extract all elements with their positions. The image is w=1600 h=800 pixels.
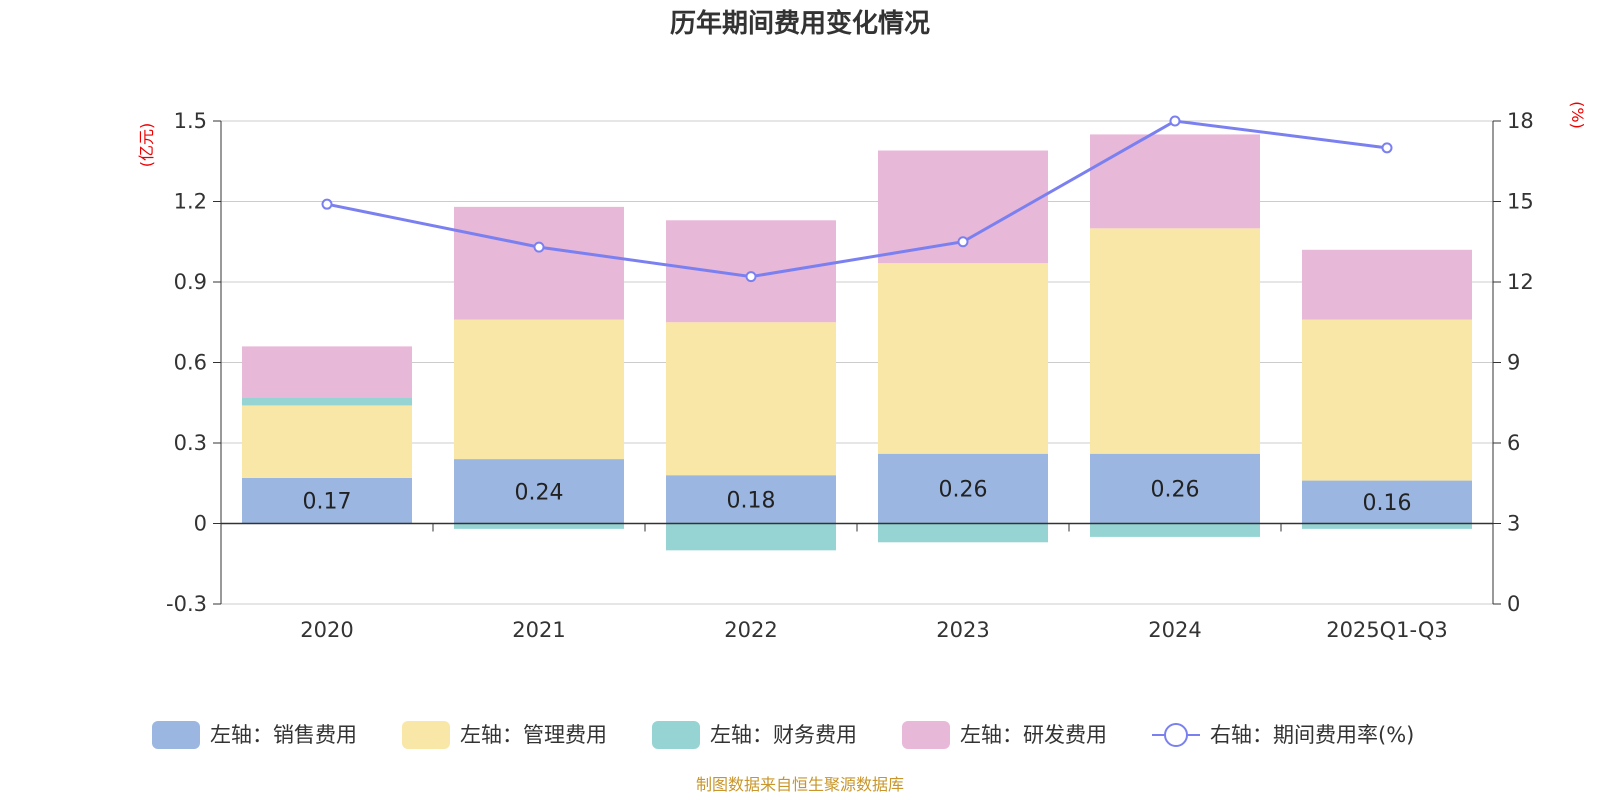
right-axis-tick-label: 12 bbox=[1507, 270, 1534, 294]
rate-point bbox=[1381, 142, 1393, 154]
bar-segment-2 bbox=[666, 322, 836, 476]
bar-segment-4 bbox=[454, 206, 624, 320]
bar-segment-3 bbox=[1302, 523, 1472, 529]
left-axis-tick-label: -0.3 bbox=[166, 592, 207, 616]
left-axis-tick-label: 0.3 bbox=[174, 431, 207, 455]
bar-segment-2 bbox=[1090, 228, 1260, 454]
line-layer bbox=[321, 115, 1393, 283]
right-axis-tick-label: 15 bbox=[1507, 190, 1534, 214]
left-axis-tick-label: 1.2 bbox=[174, 190, 207, 214]
chart-title: 历年期间费用变化情况 bbox=[670, 8, 930, 39]
source-note: 制图数据来自恒生聚源数据库 bbox=[696, 775, 904, 794]
bar-segment-1 bbox=[242, 477, 412, 524]
left-axis-tick-label: 0.9 bbox=[174, 270, 207, 294]
bar-segment-4 bbox=[242, 346, 412, 398]
category-label: 2024 bbox=[1148, 618, 1201, 642]
rate-point bbox=[957, 236, 969, 248]
bars-layer bbox=[242, 134, 1472, 551]
axes-layer: -0.3 0 0.3 0.6 0.9 1.2 1.5 0 3 6 9 12 15 18 2020 2021 20… bbox=[166, 109, 1534, 642]
category-label: 2022 bbox=[724, 618, 777, 642]
bar-segment-3 bbox=[454, 523, 624, 529]
left-axis-tick-label: 0 bbox=[194, 512, 207, 536]
right-axis-tick-label: 3 bbox=[1507, 512, 1520, 536]
right-axis-tick-label: 18 bbox=[1507, 109, 1534, 133]
bar-segment-1 bbox=[454, 459, 624, 524]
legend-swatch-4 bbox=[902, 721, 950, 749]
legend: 左轴：销售费用 左轴：管理费用 左轴：财务费用 左轴：研发费用 右轴：期间费用率(%) bbox=[152, 721, 1414, 749]
right-axis-tick-label: 6 bbox=[1507, 431, 1520, 455]
rate-point bbox=[321, 198, 333, 210]
legend-label-3: 左轴：财务费用 bbox=[710, 723, 857, 747]
bar-segment-1 bbox=[878, 453, 1048, 524]
bar-segment-3 bbox=[666, 523, 836, 551]
bar-segment-2 bbox=[1302, 319, 1472, 481]
legend-label-1: 左轴：销售费用 bbox=[210, 723, 357, 747]
legend-swatch-2 bbox=[402, 721, 450, 749]
bar-segment-3 bbox=[1090, 523, 1260, 537]
bar-segment-1 bbox=[666, 475, 836, 524]
bar-data-label: 0.24 bbox=[515, 480, 564, 505]
left-axis-tick-label: 1.5 bbox=[174, 109, 207, 133]
bar-segment-3 bbox=[242, 397, 412, 406]
category-label: 2021 bbox=[512, 618, 565, 642]
category-label: 2020 bbox=[300, 618, 353, 642]
rate-line bbox=[326, 119, 1388, 279]
bar-segment-1 bbox=[1090, 453, 1260, 524]
bar-segment-2 bbox=[454, 319, 624, 460]
left-axis-unit: (亿元) bbox=[137, 123, 156, 168]
bar-data-label: 0.26 bbox=[939, 478, 988, 503]
legend-label-4: 左轴：研发费用 bbox=[960, 723, 1107, 747]
legend-label-5: 右轴：期间费用率(%) bbox=[1210, 723, 1414, 747]
bar-data-label: 0.16 bbox=[1363, 491, 1412, 516]
right-axis-unit: (%) bbox=[1568, 101, 1587, 129]
rate-point bbox=[745, 271, 757, 283]
category-label: 2023 bbox=[936, 618, 989, 642]
bar-segment-2 bbox=[878, 263, 1048, 454]
legend-line-marker bbox=[1164, 723, 1188, 747]
bar-data-label: 0.17 bbox=[303, 490, 352, 515]
bar-segment-3 bbox=[878, 523, 1048, 543]
legend-swatch-3 bbox=[652, 721, 700, 749]
bar-data-label: 0.18 bbox=[727, 488, 776, 513]
bar-segment-4 bbox=[1090, 134, 1260, 229]
bar-segment-1 bbox=[1302, 480, 1472, 524]
legend-swatch-1 bbox=[152, 721, 200, 749]
right-axis-tick-label: 0 bbox=[1507, 592, 1520, 616]
legend-label-2: 左轴：管理费用 bbox=[460, 723, 607, 747]
labels-layer: 0.17 0.24 0.18 0.26 0.26 0.16 bbox=[303, 478, 1412, 516]
right-axis-tick-label: 9 bbox=[1507, 351, 1520, 375]
rate-point bbox=[533, 241, 545, 253]
bar-data-label: 0.26 bbox=[1151, 478, 1200, 503]
bar-segment-4 bbox=[1302, 249, 1472, 320]
rate-point bbox=[1169, 115, 1181, 127]
left-axis-tick-label: 0.6 bbox=[174, 351, 207, 375]
bar-segment-2 bbox=[242, 405, 412, 478]
category-label: 2025Q1-Q3 bbox=[1326, 618, 1448, 642]
